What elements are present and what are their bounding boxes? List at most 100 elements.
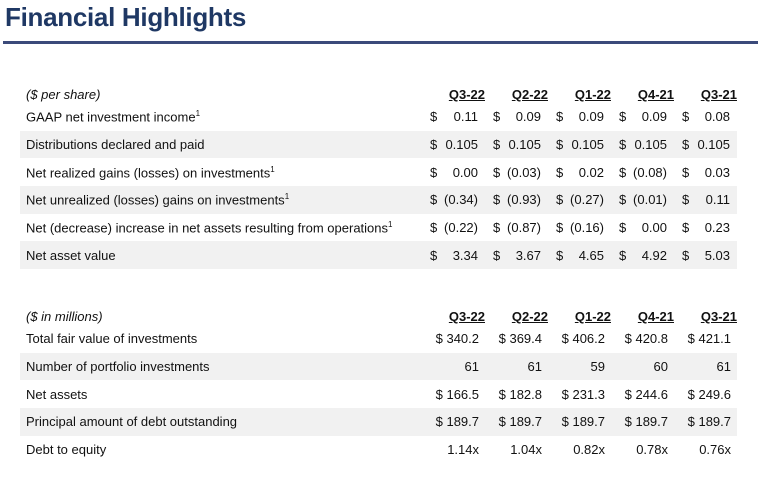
value: 0.09 [515,109,541,125]
row-label-text: Net asset value [26,247,116,263]
currency-symbol: $ [493,164,501,180]
value: 4.92 [641,247,667,263]
row-label-text: Net unrealized (losses) gains on investm… [26,192,285,208]
value: 0.02 [578,164,604,180]
row-label-text: Total fair value of investments [26,331,198,347]
currency-symbol: $ [619,164,627,180]
value-cell: $0.00 [422,158,485,186]
currency-symbol: $ [493,192,501,208]
table-row: Net asset value $3.34 $3.67 $4.65 $4.92 $5.03 [20,241,737,270]
value: (0.93) [507,192,541,208]
table-row: Principal amount of debt outstanding $ 18… [20,408,737,436]
row-label-text: Principal amount of debt outstanding [26,414,238,430]
value: $ 249.6 [687,386,731,402]
value: (0.03) [507,164,541,180]
value-cell: $ 189.7 [485,408,548,436]
value: 0.00 [641,220,667,236]
value-cell: 0.76x [674,436,737,464]
column-header: Q1-22 [574,309,611,324]
value: 0.105 [445,137,478,153]
value: $ 421.1 [687,331,731,347]
value-cell: 59 [548,352,611,381]
value-cell: $0.105 [611,130,674,159]
value-cell: $ (0.16) [548,214,611,242]
currency-symbol: $ [493,137,501,153]
table-row: Total fair value of investments $ 340.2 $ … [20,325,737,353]
value: 1.14x [447,442,479,458]
per-share-table: ($ per share) Q3-22 Q2-22 Q1-22 Q4-21 Q3-21 G… [20,86,737,270]
column-header: Q4-21 [637,87,674,102]
value-cell: 0.82x [548,436,611,464]
currency-symbol: $ [619,109,627,125]
row-label: Net asset value [20,241,422,270]
column-header: Q1-22 [574,87,611,102]
value-cell: $0.09 [548,103,611,131]
value-cell: $ (0.01) [611,186,674,214]
value: 61 [716,359,731,375]
table-row: Distributions declared and paid $0.105 $0.… [20,130,737,159]
currency-symbol: $ [493,247,501,263]
currency-symbol: $ [556,220,564,236]
value-cell: $0.11 [674,186,737,214]
value-cell: 61 [674,352,737,381]
value-cell: $ (0.08) [611,158,674,186]
value: 0.11 [453,109,478,125]
currency-symbol: $ [430,109,438,125]
value-cell: $4.92 [611,241,674,270]
value: 61 [527,359,542,375]
value: 0.105 [697,137,730,153]
row-label-text: Debt to equity [26,442,107,458]
table-row: Net assets $ 166.5 $ 182.8 $ 231.3 $ 244.6 $ … [20,380,737,408]
value-cell: 1.14x [422,436,485,464]
currency-symbol: $ [619,220,627,236]
currency-symbol: $ [682,137,690,153]
value: $ 166.5 [435,386,479,402]
value-cell: $0.105 [422,130,485,159]
value-cell: $ 340.2 [422,325,485,353]
currency-symbol: $ [619,137,627,153]
value-cell: $ 189.7 [422,408,485,436]
column-header: Q3-21 [700,309,737,324]
row-label: Debt to equity [20,436,422,464]
value: 0.11 [705,192,730,208]
value: 3.34 [452,247,478,263]
value: 1.04x [510,442,542,458]
row-label: GAAP net investment income1 [20,103,422,131]
row-label: Net assets [20,380,422,408]
page-title: Financial Highlights [5,2,247,32]
column-header: Q2-22 [511,309,548,324]
value-cell: 0.78x [611,436,674,464]
value: 0.09 [578,109,604,125]
value-cell: $0.105 [485,130,548,159]
value: 5.03 [704,247,730,263]
title-divider [3,41,758,44]
value-cell: $ (0.27) [548,186,611,214]
row-label-text: Net (decrease) increase in net assets re… [26,220,389,236]
row-label-text: GAAP net investment income [26,109,196,125]
value: $ 231.3 [561,386,605,402]
value: $ 189.7 [561,414,605,430]
value: 0.23 [704,220,730,236]
table-row: GAAP net investment income1 $0.11 $0.09 $0.… [20,103,737,131]
row-label-text: Net realized gains (losses) on investmen… [26,164,271,180]
currency-symbol: $ [619,247,627,263]
value: 0.105 [508,137,541,153]
currency-symbol: $ [556,247,564,263]
currency-symbol: $ [430,137,438,153]
value-cell: $3.67 [485,241,548,270]
column-header: Q3-22 [448,309,485,324]
value-cell: $ 406.2 [548,325,611,353]
value: (0.16) [570,220,604,236]
value-cell: $ 420.8 [611,325,674,353]
value-cell: $ (0.22) [422,214,485,242]
value-cell: $ 189.7 [674,408,737,436]
value: (0.08) [633,164,667,180]
value: (0.34) [444,192,478,208]
value-cell: $0.09 [611,103,674,131]
value: (0.87) [507,220,541,236]
value-cell: $3.34 [422,241,485,270]
value: 60 [653,359,668,375]
currency-symbol: $ [619,192,627,208]
table-row: Debt to equity 1.14x 1.04x 0.82x 0.78x 0.76x [20,436,737,464]
currency-symbol: $ [556,164,564,180]
